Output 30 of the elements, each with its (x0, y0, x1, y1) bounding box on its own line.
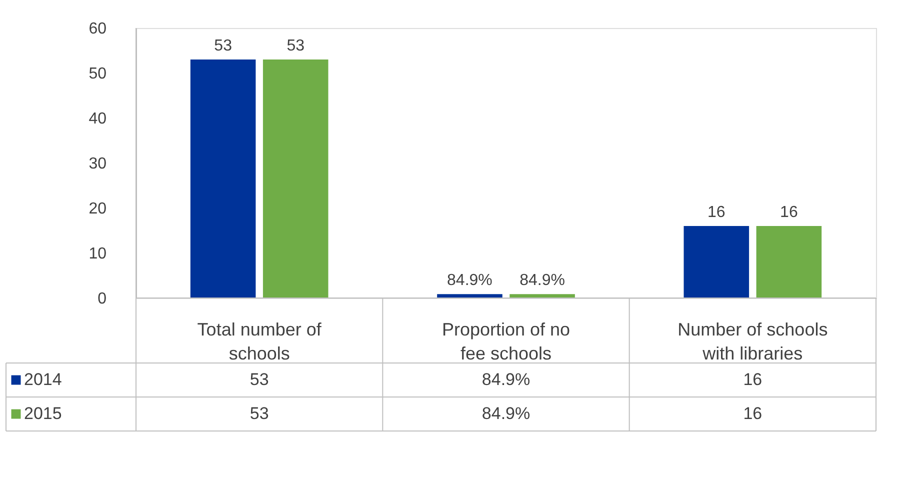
data-label: 53 (250, 404, 269, 423)
text: 16 (707, 204, 726, 221)
text: 84.9% (447, 272, 492, 290)
bar (756, 226, 822, 298)
y-tick-label: 0 (98, 290, 107, 308)
y-tick-label: 20 (88, 200, 107, 218)
x-tick-label: Proportion of no fee schools (442, 320, 570, 364)
bar (437, 294, 502, 298)
legend-label: 2014 (24, 370, 62, 389)
y-tick-label: 40 (88, 110, 107, 128)
text: 84.9% (520, 272, 565, 290)
text: 16 (780, 204, 798, 221)
y-tick-label: 10 (88, 246, 107, 262)
data-label: 16 (743, 404, 762, 423)
legend-label: 2015 (24, 404, 62, 423)
bar (684, 226, 750, 298)
data-label: 53 (250, 370, 269, 389)
y-tick-label: 50 (88, 66, 107, 82)
data-label: 84.9% (482, 370, 530, 389)
bar (510, 294, 575, 298)
data-label: 16 (743, 370, 762, 389)
y-tick-label: 30 (88, 156, 107, 172)
y-tick-label: 60 (88, 20, 107, 38)
bar (190, 60, 256, 298)
text: 53 (214, 38, 232, 54)
x-tick-label: Number of schools with libraries (678, 320, 828, 364)
text: 53 (286, 38, 305, 54)
bar (262, 60, 328, 298)
x-tick-label: Total number of schools (197, 320, 322, 364)
data-label: 84.9% (482, 404, 530, 423)
